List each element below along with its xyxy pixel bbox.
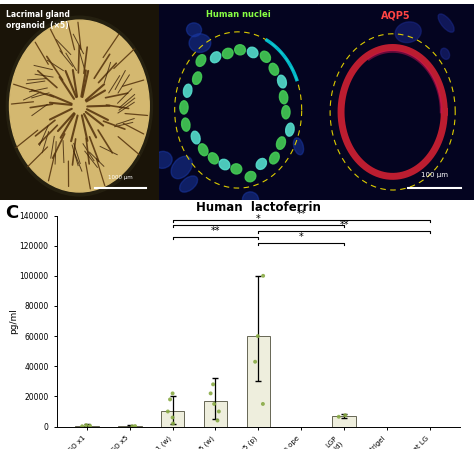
Polygon shape bbox=[0, 4, 159, 200]
Ellipse shape bbox=[192, 72, 201, 84]
Ellipse shape bbox=[256, 158, 266, 169]
Point bbox=[86, 422, 94, 429]
Ellipse shape bbox=[183, 84, 192, 97]
Ellipse shape bbox=[282, 106, 290, 119]
Text: Human nuclei: Human nuclei bbox=[206, 10, 271, 19]
Point bbox=[207, 390, 214, 397]
Circle shape bbox=[6, 16, 153, 196]
Point bbox=[215, 408, 223, 415]
Ellipse shape bbox=[153, 151, 172, 168]
Text: AQP5: AQP5 bbox=[381, 10, 410, 20]
Ellipse shape bbox=[245, 172, 256, 182]
Ellipse shape bbox=[276, 137, 285, 150]
Ellipse shape bbox=[199, 144, 208, 156]
Text: 100 μm: 100 μm bbox=[421, 172, 448, 178]
Ellipse shape bbox=[441, 48, 450, 59]
Text: Lacrimal gland
organoid  (×5): Lacrimal gland organoid (×5) bbox=[6, 10, 70, 30]
Point bbox=[259, 401, 267, 408]
Ellipse shape bbox=[182, 118, 190, 131]
Bar bbox=[75, 426, 99, 427]
Ellipse shape bbox=[286, 123, 294, 136]
Text: **: ** bbox=[211, 226, 220, 236]
Ellipse shape bbox=[210, 52, 221, 63]
Point bbox=[169, 414, 176, 421]
Ellipse shape bbox=[209, 153, 219, 164]
Ellipse shape bbox=[222, 48, 233, 59]
Text: *: * bbox=[299, 232, 303, 242]
Text: **: ** bbox=[296, 209, 306, 220]
Point bbox=[78, 423, 86, 430]
Point bbox=[335, 413, 343, 420]
Point bbox=[82, 422, 90, 429]
Ellipse shape bbox=[196, 55, 206, 66]
Ellipse shape bbox=[235, 45, 246, 55]
Point bbox=[251, 358, 259, 365]
Point bbox=[128, 423, 136, 430]
Ellipse shape bbox=[219, 159, 230, 170]
Point bbox=[169, 420, 177, 427]
Polygon shape bbox=[159, 4, 318, 200]
Y-axis label: pg/ml: pg/ml bbox=[9, 308, 18, 334]
Ellipse shape bbox=[277, 75, 286, 88]
Ellipse shape bbox=[180, 101, 188, 114]
Point bbox=[259, 272, 267, 279]
Ellipse shape bbox=[191, 131, 200, 144]
Ellipse shape bbox=[395, 22, 421, 43]
Point bbox=[131, 423, 139, 430]
Ellipse shape bbox=[243, 192, 259, 207]
Ellipse shape bbox=[269, 63, 279, 75]
Ellipse shape bbox=[231, 164, 242, 174]
Bar bbox=[332, 416, 356, 427]
Bar bbox=[204, 401, 227, 427]
Ellipse shape bbox=[270, 152, 279, 164]
Point bbox=[169, 390, 176, 397]
Ellipse shape bbox=[186, 23, 201, 37]
Point bbox=[254, 333, 262, 340]
Title: Human  lactoferrin: Human lactoferrin bbox=[196, 201, 321, 214]
Ellipse shape bbox=[171, 156, 192, 179]
Point bbox=[210, 401, 218, 408]
Bar bbox=[118, 426, 142, 427]
Point bbox=[166, 396, 174, 403]
Ellipse shape bbox=[189, 34, 211, 53]
Text: *: * bbox=[256, 214, 261, 224]
Point bbox=[214, 417, 221, 424]
Text: C: C bbox=[5, 204, 18, 222]
Ellipse shape bbox=[260, 51, 271, 62]
Ellipse shape bbox=[438, 14, 454, 32]
Text: 1000 μm: 1000 μm bbox=[108, 175, 133, 180]
Point bbox=[341, 412, 349, 419]
Ellipse shape bbox=[180, 176, 198, 192]
Circle shape bbox=[9, 20, 149, 192]
Ellipse shape bbox=[293, 138, 304, 155]
Point bbox=[210, 381, 217, 388]
Bar bbox=[246, 336, 270, 427]
Point bbox=[164, 408, 172, 415]
Text: **: ** bbox=[339, 220, 349, 230]
Ellipse shape bbox=[279, 91, 288, 104]
Bar bbox=[161, 411, 184, 427]
Polygon shape bbox=[318, 4, 474, 200]
Ellipse shape bbox=[247, 47, 258, 57]
